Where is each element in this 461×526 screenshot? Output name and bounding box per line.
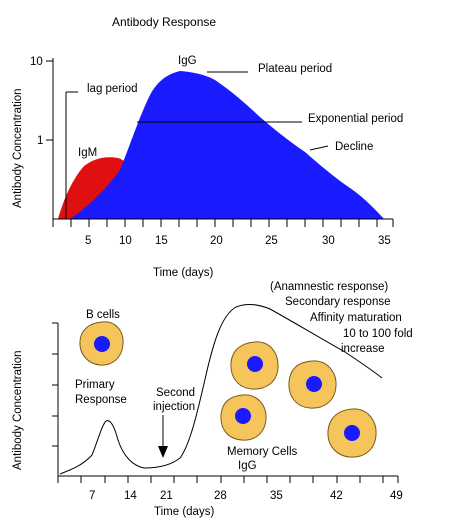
affinity-maturation-label: Affinity maturation <box>310 312 402 324</box>
memory-cell-1 <box>230 341 279 390</box>
memory-cells-label: Memory Cells <box>227 446 298 458</box>
lag-period-label: lag period <box>87 83 138 95</box>
bottom-x-ticklabel-49: 49 <box>390 490 403 502</box>
fold-increase-label-2: increase <box>341 343 384 355</box>
bottom-xlabel: Time (days) <box>154 506 214 518</box>
top-xlabel: Time (days) <box>153 267 213 279</box>
bottom-y-ticks <box>52 322 58 447</box>
b-cells-label: B cells <box>86 309 120 321</box>
bottom-x-ticks <box>57 476 399 483</box>
memory-cell-3 <box>220 394 267 441</box>
bottom-x-ticklabel-21: 21 <box>160 490 173 502</box>
top-x-ticklabel-25: 25 <box>265 235 278 247</box>
primary-label: Primary <box>75 379 115 391</box>
plateau-period-label: Plateau period <box>258 63 332 75</box>
response-curve <box>59 304 383 475</box>
top-x-ticklabel-15: 15 <box>155 235 168 247</box>
bottom-x-ticklabel-35: 35 <box>270 490 283 502</box>
fold-increase-label-1: 10 to 100 fold <box>343 328 413 340</box>
memory-cell-2 <box>288 360 337 409</box>
igg-label-bottom: IgG <box>238 460 257 472</box>
bottom-ylabel: Antibody Concentration <box>12 350 24 470</box>
secondary-response-label: Secondary response <box>285 296 390 308</box>
top-title: Antibody Response <box>112 15 216 29</box>
decline-leader <box>309 145 329 151</box>
igg-label-top: IgG <box>178 55 197 67</box>
anamnestic-label: (Anamnestic response) <box>270 281 388 293</box>
top-x-ticklabel-20: 20 <box>210 235 223 247</box>
memory-cell-4 <box>327 408 377 458</box>
top-x-ticklabel-10: 10 <box>119 235 132 247</box>
b-cell <box>79 321 124 366</box>
top-y-ticklabel-1: 1 <box>37 135 43 147</box>
igm-label: IgM <box>78 147 97 159</box>
second-label: Second <box>156 387 195 399</box>
top-x-ticklabel-30: 30 <box>322 235 335 247</box>
decline-label: Decline <box>335 141 373 153</box>
bottom-x-ticklabel-42: 42 <box>330 490 343 502</box>
exponential-period-label: Exponential period <box>308 113 403 125</box>
bottom-x-ticklabel-14: 14 <box>124 490 137 502</box>
top-y-ticklabel-10: 10 <box>30 56 43 68</box>
top-ylabel: Antibody Concentration <box>12 88 24 208</box>
top-x-ticks <box>52 219 394 227</box>
bottom-x-ticklabel-28: 28 <box>214 490 227 502</box>
response-label: Response <box>75 394 127 406</box>
top-x-ticklabel-35: 35 <box>378 235 391 247</box>
bottom-x-ticklabel-7: 7 <box>89 490 95 502</box>
injection-label: injection <box>153 401 195 413</box>
top-x-ticklabel-5: 5 <box>85 235 91 247</box>
second-injection-arrowhead <box>158 446 168 458</box>
igg-area <box>70 71 384 219</box>
